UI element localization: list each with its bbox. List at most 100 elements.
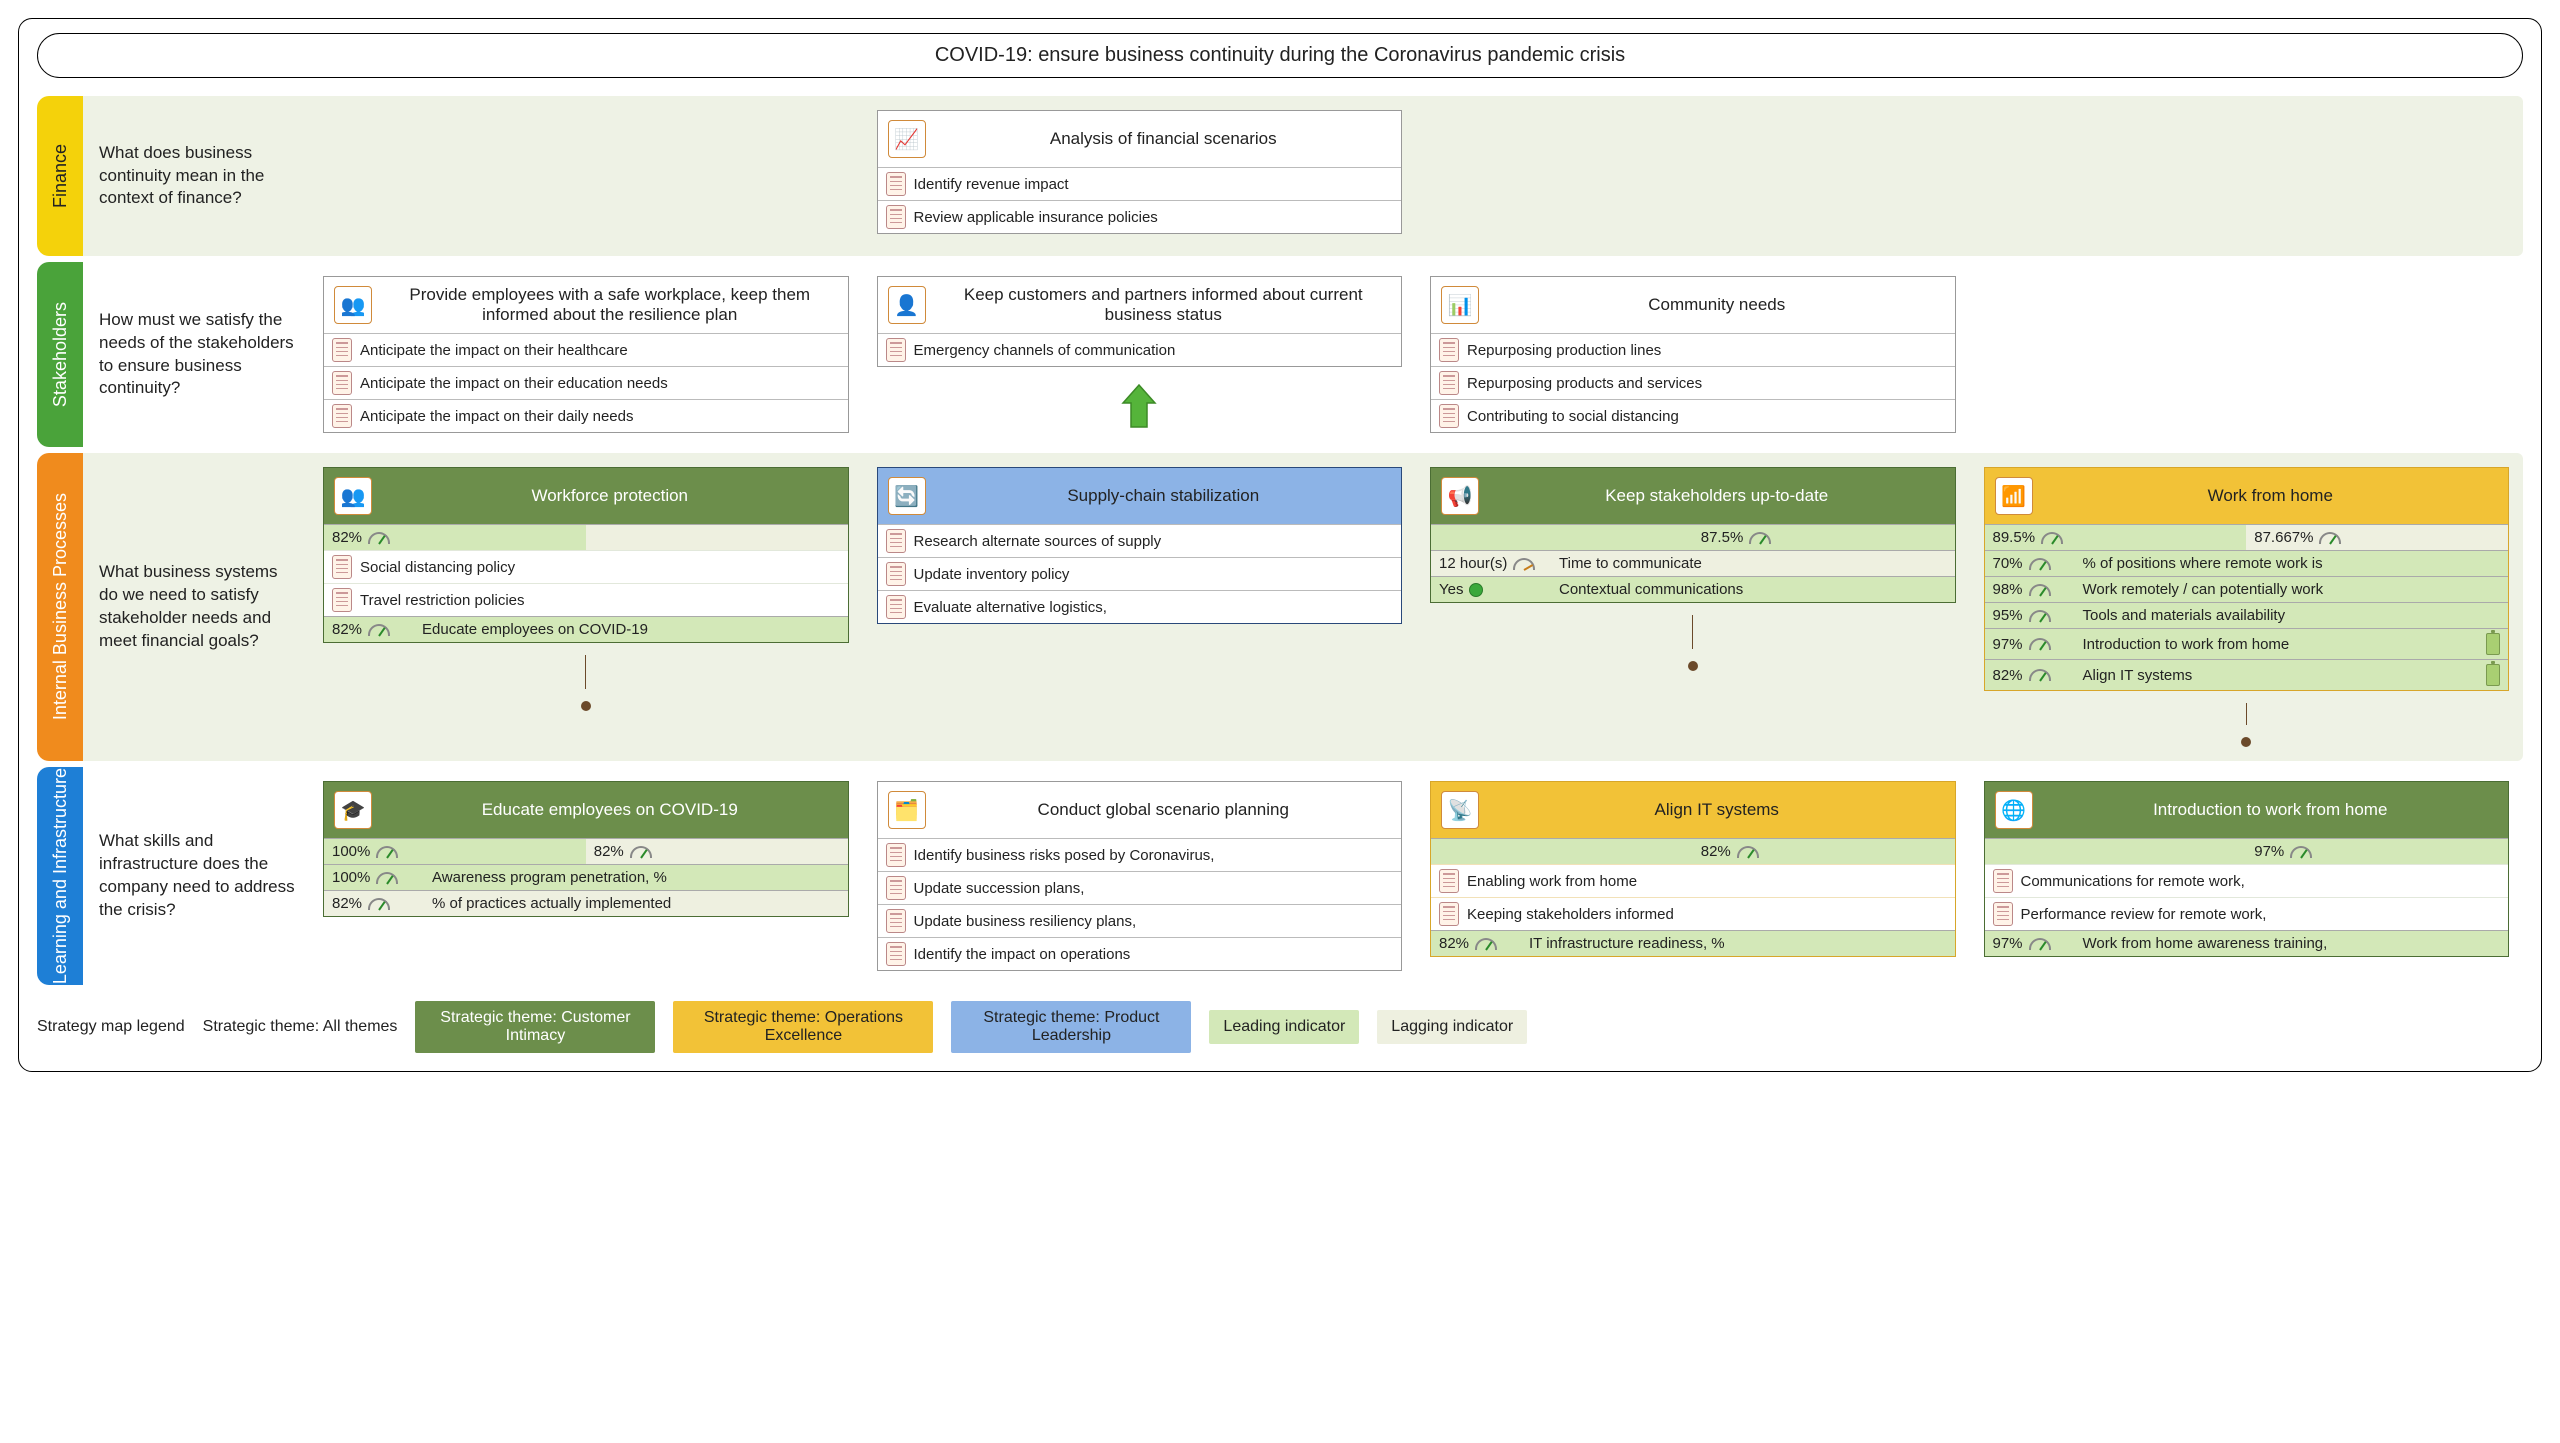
card-title: Introduction to work from home [2043,800,2499,820]
row-body: What business systems do we need to sati… [83,453,2523,761]
row-internal: Internal Business Processes What busines… [37,453,2523,761]
kpi-label: Contextual communications [1559,581,1743,598]
tab-label: Stakeholders [50,302,71,407]
list-item: Enabling work from home [1467,873,1637,890]
card-stk-customers[interactable]: 👤Keep customers and partners informed ab… [877,276,1403,367]
chart-icon: 📈 [888,120,926,158]
list-item: Repurposing production lines [1467,342,1661,359]
tab-label: Finance [50,144,71,208]
card-title: Work from home [2043,486,2499,506]
legend-ci: Strategic theme: Customer Intimacy [415,1001,655,1053]
card-title: Align IT systems [1489,800,1945,820]
gauge-icon [368,624,390,636]
list-item: Performance review for remote work, [2021,906,2267,923]
card-title: Educate employees on COVID-19 [382,800,838,820]
list-item: Identify the impact on operations [914,946,1131,963]
list-item: Update business resiliency plans, [914,913,1137,930]
globe-icon: 🌐 [1995,791,2033,829]
list-item: Evaluate alternative logistics, [914,599,1107,616]
list-item: Emergency channels of communication [914,342,1176,359]
cards-area: 🎓Educate employees on COVID-19 100% 82% … [323,781,2509,971]
arrow-up-icon [1119,383,1159,429]
card-title: Provide employees with a safe workplace,… [382,285,838,326]
list-item: Update succession plans, [914,880,1085,897]
legend-lag: Lagging indicator [1377,1010,1527,1044]
kpi-value: 82% [332,621,362,638]
tab-learning: Learning and Infrastructure [37,767,83,985]
list-item: Communications for remote work, [2021,873,2245,890]
card-title: Conduct global scenario planning [936,800,1392,820]
list-item: Contributing to social distancing [1467,408,1679,425]
list-item: Identify revenue impact [878,167,1402,200]
kpi-label: Introduction to work from home [2083,636,2481,653]
card-int-keep[interactable]: 📢Keep stakeholders up-to-date 87.5% 12 h… [1430,467,1956,603]
row-body: How must we satisfy the needs of the sta… [83,262,2523,447]
connector-dot [2241,737,2251,747]
perspectives: Finance What does business continuity me… [37,96,2523,985]
list-item: Travel restriction policies [360,592,525,609]
card-lrn-intro[interactable]: 🌐Introduction to work from home 97% Comm… [1984,781,2510,957]
kpi-label: Tools and materials availability [2083,607,2286,624]
planning-icon: 🗂️ [888,791,926,829]
kpi-value: 12 hour(s) [1439,555,1507,572]
kpi-label: Time to communicate [1559,555,1702,572]
cards-area: 📈Analysis of financial scenarios Identif… [323,110,2509,242]
list-item: Social distancing policy [360,559,515,576]
tab-label: Internal Business Processes [50,493,71,720]
legend-lead: Leading indicator [1209,1010,1359,1044]
legend-pl: Strategic theme: Product Leadership [951,1001,1191,1053]
list-item: Anticipate the impact on their daily nee… [360,408,634,425]
list-item: Anticipate the impact on their education… [360,375,668,392]
kpi-value: Yes [1439,581,1463,598]
card-int-workforce[interactable]: 👥Workforce protection 82% Social distanc… [323,467,849,643]
battery-icon [2486,664,2500,686]
question-stakeholders: How must we satisfy the needs of the sta… [83,276,303,433]
card-stk-employees[interactable]: 👥Provide employees with a safe workplace… [323,276,849,433]
list-item: Anticipate the impact on their healthcar… [360,342,628,359]
people-icon: 👥 [334,477,372,515]
page-title: COVID-19: ensure business continuity dur… [37,33,2523,78]
kpi-label: Educate employees on COVID-19 [422,621,648,638]
kpi-label: Work remotely / can potentially work [2083,581,2324,598]
chart-icon: 📊 [1441,286,1479,324]
card-fin-analysis[interactable]: 📈Analysis of financial scenarios Identif… [877,110,1403,234]
connector-line [585,655,586,689]
row-body: What skills and infrastructure does the … [83,767,2523,985]
gauge-icon [368,532,390,544]
legend-all: Strategic theme: All themes [203,1018,398,1036]
card-title: Community needs [1489,295,1945,315]
card-lrn-educate[interactable]: 🎓Educate employees on COVID-19 100% 82% … [323,781,849,917]
card-stk-community[interactable]: 📊 Community needs Repurposing production … [1430,276,1956,433]
cards-area: 👥Workforce protection 82% Social distanc… [323,467,2509,747]
card-title: Supply-chain stabilization [936,486,1392,506]
connector-dot [581,701,591,711]
kpi-label: Work from home awareness training, [2083,935,2328,952]
kpi-label: Align IT systems [2083,667,2481,684]
card-lrn-global[interactable]: 🗂️ Conduct global scenario planning Ident… [877,781,1403,971]
card-title: Keep stakeholders up-to-date [1489,486,1945,506]
tab-finance: Finance [37,96,83,256]
question-learning: What skills and infrastructure does the … [83,781,303,971]
card-int-supply[interactable]: 🔄Supply-chain stabilization Research alt… [877,467,1403,624]
card-title: Keep customers and partners informed abo… [936,285,1392,326]
question-finance: What does business continuity mean in th… [83,110,303,242]
kpi-value: 87.5% [1701,529,1744,546]
tab-stakeholders: Stakeholders [37,262,83,447]
connector-dot [1688,661,1698,671]
card-lrn-align[interactable]: 📡Align IT systems 82% Enabling work from… [1430,781,1956,957]
gauge-icon [1513,558,1535,570]
connector-line [2246,703,2247,725]
card-int-wfh[interactable]: 📶Work from home 89.5% 87.667% 70%% of po… [1984,467,2510,691]
status-dot-icon [1469,583,1483,597]
kpi-value: 89.5% [1993,529,2036,546]
cards-area: 👥Provide employees with a safe workplace… [323,276,2509,433]
kpi-value: 82% [332,529,362,546]
education-icon: 🎓 [334,791,372,829]
strategy-map-frame: COVID-19: ensure business continuity dur… [18,18,2542,1072]
gauge-icon [1749,532,1771,544]
legend-title: Strategy map legend [37,1018,185,1036]
question-internal: What business systems do we need to sati… [83,467,303,747]
tab-label: Learning and Infrastructure [50,768,71,984]
doc-icon [886,172,906,196]
row-learning: Learning and Infrastructure What skills … [37,767,2523,985]
